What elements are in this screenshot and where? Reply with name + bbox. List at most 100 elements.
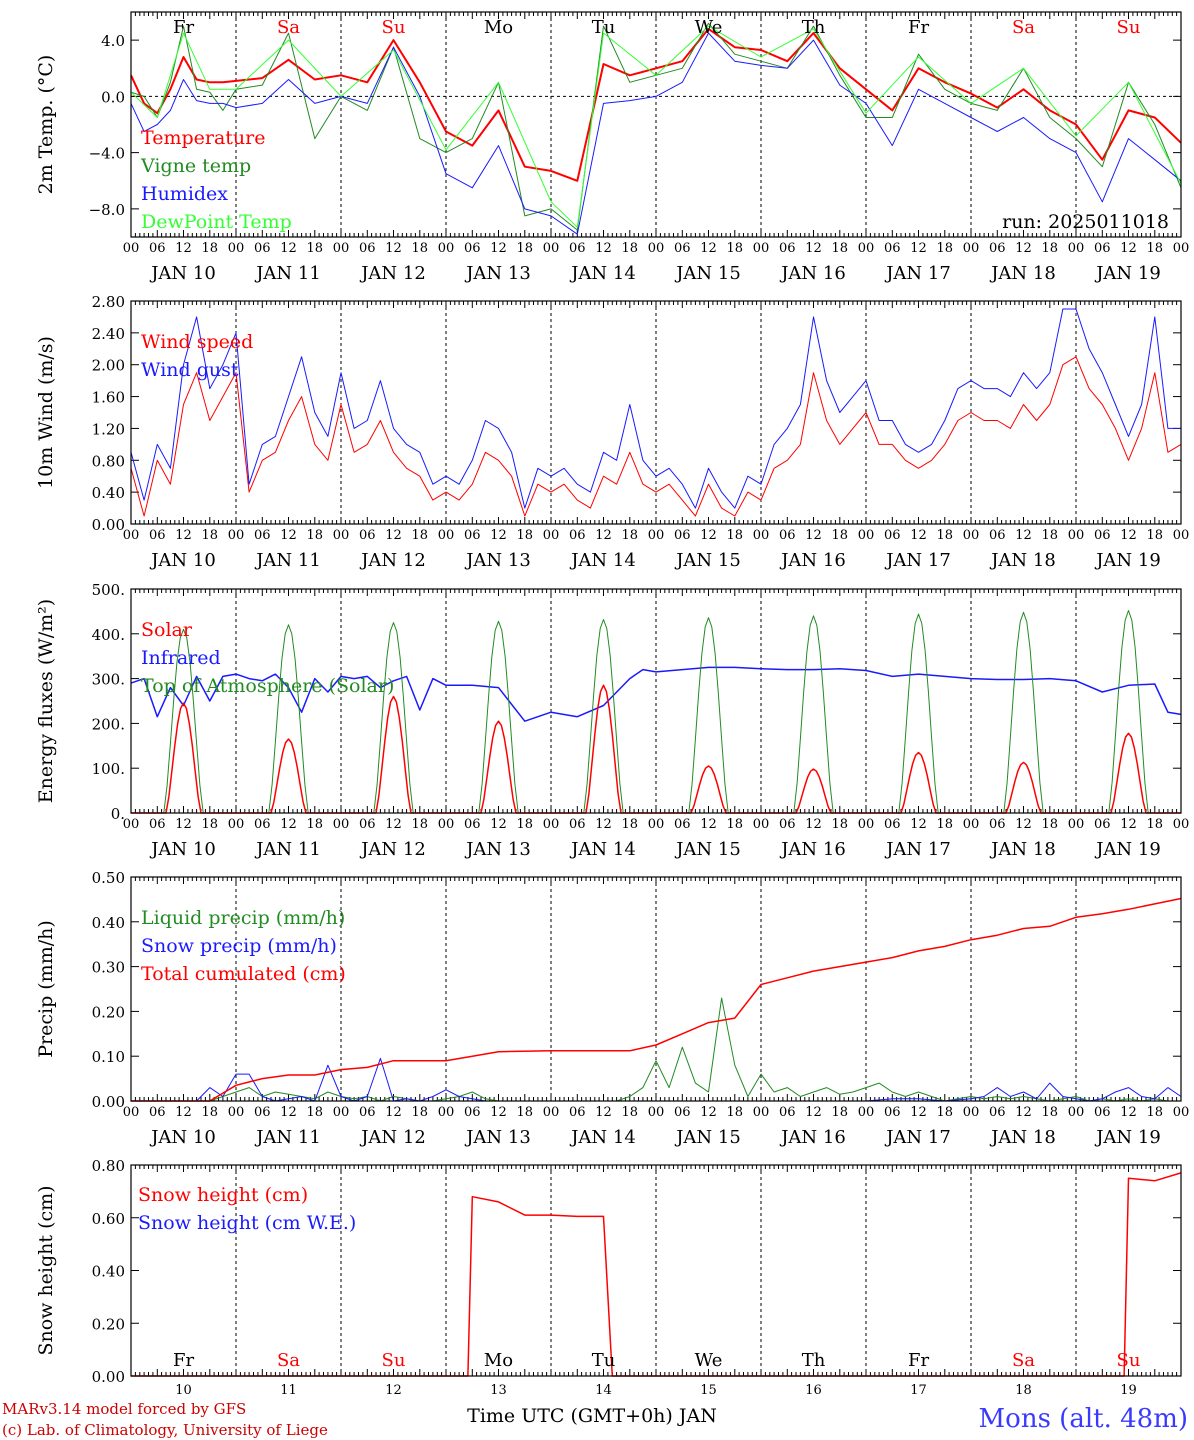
panel-2-ytick-label: 2.00 xyxy=(92,357,125,375)
panel-1-hour-label: 00 xyxy=(333,241,350,256)
panel-2-ytick-label: 1.20 xyxy=(92,420,125,438)
panel-4-hour-label: 12 xyxy=(1015,1105,1032,1120)
panel-2-hour-label: 00 xyxy=(1068,528,1085,543)
panel-2-legend-item: Wind gust xyxy=(141,359,239,381)
panel-1-date-label: JAN 10 xyxy=(149,263,216,284)
run-label: run: 2025011018 xyxy=(1002,211,1169,233)
panel-2-hour-label: 06 xyxy=(359,528,376,543)
panel-5-day-name: Sa xyxy=(1012,1350,1035,1371)
panel-4-date-label: JAN 15 xyxy=(674,1127,741,1148)
panel-1-date-label: JAN 15 xyxy=(674,263,741,284)
panel-4-hour-label: 06 xyxy=(1094,1105,1111,1120)
panel-2-hour-label: 12 xyxy=(490,528,507,543)
panel-3-hour-label: 06 xyxy=(989,817,1006,832)
panel-3-hour-label: 18 xyxy=(411,817,428,832)
panel-1-hour-label: 00 xyxy=(858,241,875,256)
panel-3-hour-label: 12 xyxy=(385,817,402,832)
panel-2-ytick-label: 0.80 xyxy=(92,452,125,470)
panel-1-hour-label: 12 xyxy=(1015,241,1032,256)
panel-4-hour-label: 18 xyxy=(621,1105,638,1120)
panel-4-hour-label: 18 xyxy=(411,1105,428,1120)
bottom-date-label: 16 xyxy=(805,1383,822,1398)
panel-4-hour-label: 12 xyxy=(175,1105,192,1120)
panel-1-hour-label: 12 xyxy=(595,241,612,256)
panel-4-hour-label: 00 xyxy=(1068,1105,1085,1120)
panel-5-legend-item: Snow height (cm W.E.) xyxy=(138,1212,356,1234)
panel-3-hour-label: 00 xyxy=(123,817,140,832)
panel-5-day-name: Fr xyxy=(173,1350,194,1371)
panel-3-hour-label: 00 xyxy=(333,817,350,832)
panel-1-day-name: Fr xyxy=(908,17,929,38)
panel-2-hour-label: 00 xyxy=(1173,528,1190,543)
panel-1-day-name: Mo xyxy=(484,17,513,38)
panel-4-hour-label: 12 xyxy=(700,1105,717,1120)
panel-3-date-label: JAN 17 xyxy=(884,839,951,860)
panel-4-hour-label: 06 xyxy=(254,1105,271,1120)
panel-4-hour-label: 12 xyxy=(805,1105,822,1120)
panel-1-hour-label: 18 xyxy=(726,241,743,256)
panel-2-date-label: JAN 17 xyxy=(884,550,951,571)
panel-5-ytick-label: 0.20 xyxy=(92,1315,125,1333)
panel-3-hour-label: 12 xyxy=(490,817,507,832)
panel-1: −8.0 −4.0 0.0 4.0 2m Temp. (°C) Temperature Vi… xyxy=(35,11,1189,284)
panel-4-ytick-label: 0.30 xyxy=(92,959,125,977)
panel-3-hour-label: 06 xyxy=(569,817,586,832)
panel-4-hour-label: 06 xyxy=(359,1105,376,1120)
panel-3-legend-item: Top of Atmosphere (Solar) xyxy=(141,675,394,697)
panel-3-hour-label: 18 xyxy=(516,817,533,832)
panel-5-day-name: Mo xyxy=(484,1350,513,1371)
panel-3-hour-label: 00 xyxy=(1173,817,1190,832)
panel-5-legend-item: Snow height (cm) xyxy=(138,1184,308,1206)
panel-3-date-label: JAN 18 xyxy=(989,839,1056,860)
panel-3-date-label: JAN 19 xyxy=(1094,839,1161,860)
panel-1-hour-label: 00 xyxy=(1068,241,1085,256)
panel-4-hour-label: 12 xyxy=(595,1105,612,1120)
panel-4-hour-label: 18 xyxy=(1041,1105,1058,1120)
bottom-date-label: 18 xyxy=(1015,1383,1032,1398)
panel-1-hour-label: 06 xyxy=(884,241,901,256)
panel-2-hour-label: 18 xyxy=(516,528,533,543)
panel-4-legend-item: Liquid precip (mm/h) xyxy=(141,907,345,929)
panel-2-ytick-label: 0.40 xyxy=(92,484,125,502)
panel-3-hour-label: 00 xyxy=(753,817,770,832)
panel-4-ytick-label: 0.40 xyxy=(92,914,125,932)
panel-1-date-label: JAN 18 xyxy=(989,263,1056,284)
panel-5-day-name: Sa xyxy=(277,1350,300,1371)
panel-4-hour-label: 06 xyxy=(569,1105,586,1120)
panel-4-hour-label: 12 xyxy=(385,1105,402,1120)
panel-1-hour-label: 18 xyxy=(411,241,428,256)
panel-1-day-name: Tu xyxy=(592,17,616,38)
panel-3-date-label: JAN 11 xyxy=(254,839,321,860)
panel-1-ytick-label: −4.0 xyxy=(89,145,125,163)
panel-5-day-name: Tu xyxy=(592,1350,616,1371)
panel-3-hour-label: 06 xyxy=(149,817,166,832)
panel-2-hour-label: 12 xyxy=(175,528,192,543)
panel-5-frame xyxy=(130,1164,1182,1377)
panel-1-hour-label: 00 xyxy=(648,241,665,256)
panel-1-hour-label: 12 xyxy=(490,241,507,256)
panel-2-hour-label: 00 xyxy=(753,528,770,543)
panel-2-hour-label: 06 xyxy=(464,528,481,543)
panel-1-legend-item: DewPoint Temp xyxy=(141,211,292,233)
panel-2-hour-label: 18 xyxy=(1041,528,1058,543)
panel-4-hour-label: 18 xyxy=(726,1105,743,1120)
panel-1-hour-label: 06 xyxy=(569,241,586,256)
panel-1-hour-label: 18 xyxy=(1041,241,1058,256)
panel-4-hour-label: 00 xyxy=(858,1105,875,1120)
panel-3-date-label: JAN 14 xyxy=(569,839,636,860)
panel-4-series-liquid-precip-mm-h xyxy=(131,997,1181,1102)
panel-3-ytick-label: 400. xyxy=(92,626,125,644)
panel-3-hour-label: 12 xyxy=(805,817,822,832)
panel-1-y-axis-label: 2m Temp. (°C) xyxy=(35,55,57,195)
panel-5-day-name: Su xyxy=(382,1350,406,1371)
panel-4-hour-label: 06 xyxy=(149,1105,166,1120)
panel-1-series-humidex xyxy=(130,32,1182,235)
panel-4-hour-label: 18 xyxy=(201,1105,218,1120)
panel-2-x-ticks xyxy=(130,301,1182,524)
panel-4-ytick-label: 0.20 xyxy=(92,1003,125,1021)
panel-1-day-name: Th xyxy=(802,17,826,38)
station-label: Mons (alt. 48m) xyxy=(979,1404,1188,1434)
panel-1-hour-label: 06 xyxy=(779,241,796,256)
panel-3-hour-label: 18 xyxy=(201,817,218,832)
